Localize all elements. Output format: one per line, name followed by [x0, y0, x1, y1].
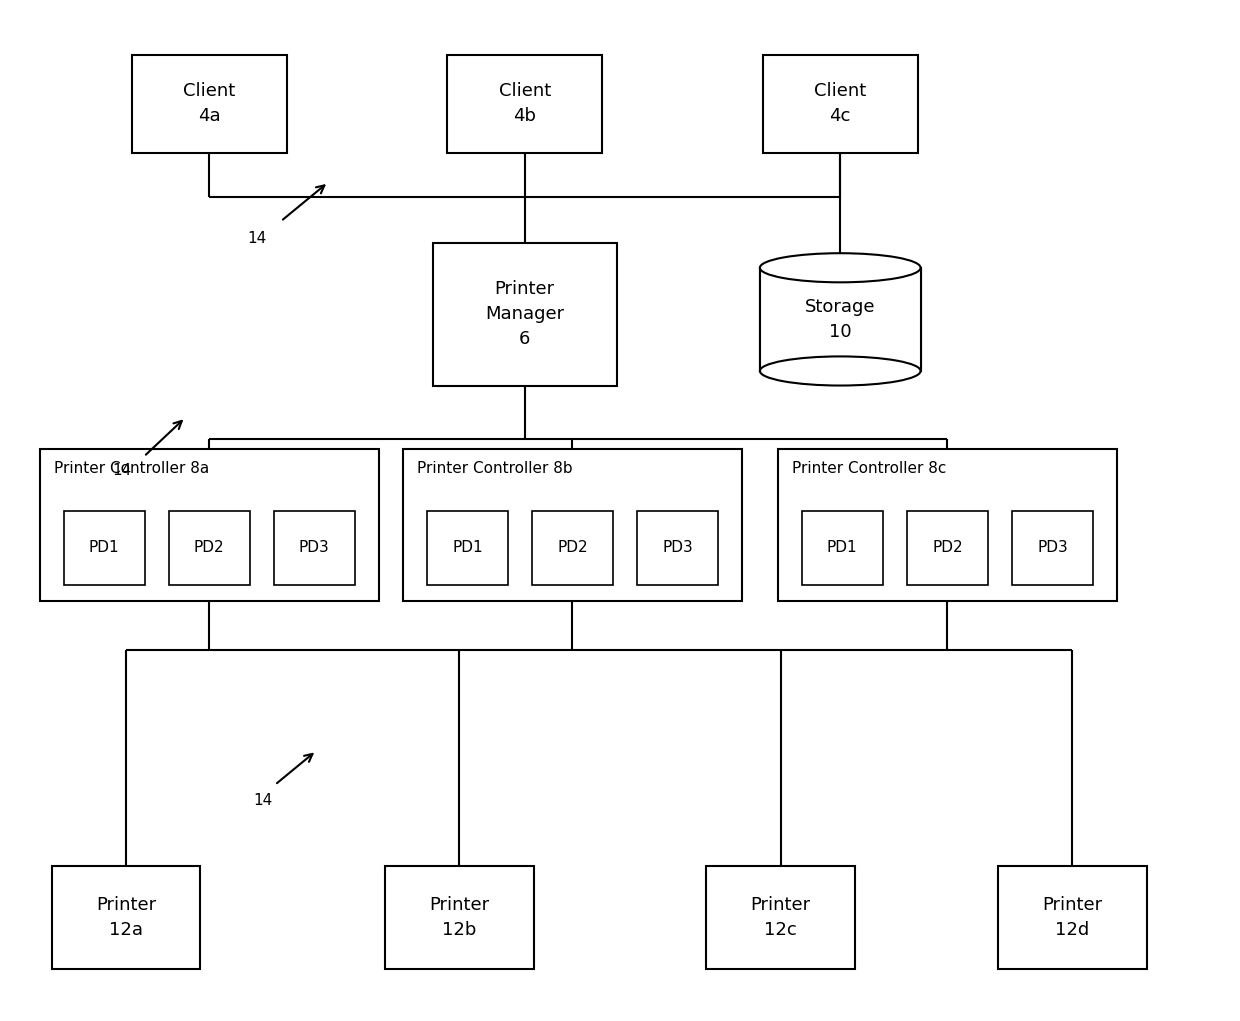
Text: Printer Controller 8b: Printer Controller 8b — [417, 461, 573, 476]
Text: Printer
12d: Printer 12d — [1043, 895, 1102, 938]
Bar — [777, 449, 1117, 601]
Text: 14: 14 — [113, 464, 131, 479]
Bar — [763, 55, 918, 153]
Bar — [532, 512, 613, 585]
Text: 14: 14 — [253, 792, 273, 808]
Bar — [131, 55, 286, 153]
Text: PD2: PD2 — [932, 540, 962, 555]
Bar — [1012, 512, 1092, 585]
Text: Printer Controller 8a: Printer Controller 8a — [55, 461, 210, 476]
Bar — [637, 512, 718, 585]
Bar — [52, 866, 201, 969]
Bar — [40, 449, 379, 601]
Text: PD3: PD3 — [662, 540, 693, 555]
Bar — [906, 512, 988, 585]
Text: PD2: PD2 — [557, 540, 588, 555]
Bar — [998, 866, 1147, 969]
Text: PD1: PD1 — [827, 540, 858, 555]
Text: 14: 14 — [247, 231, 267, 246]
Ellipse shape — [760, 253, 920, 283]
Bar — [63, 512, 145, 585]
Text: Client
4b: Client 4b — [498, 83, 551, 126]
Bar — [169, 512, 249, 585]
Text: PD3: PD3 — [299, 540, 330, 555]
Text: PD1: PD1 — [453, 540, 482, 555]
Text: Printer
12c: Printer 12c — [750, 895, 811, 938]
Text: PD2: PD2 — [193, 540, 224, 555]
Bar — [274, 512, 355, 585]
Bar — [448, 55, 603, 153]
Text: Client
4a: Client 4a — [184, 83, 236, 126]
Text: Storage
10: Storage 10 — [805, 298, 875, 341]
Bar — [802, 512, 883, 585]
Ellipse shape — [760, 356, 920, 386]
Text: Printer
Manager
6: Printer Manager 6 — [485, 281, 564, 348]
Bar — [433, 243, 618, 386]
Bar — [384, 866, 533, 969]
Bar — [707, 866, 856, 969]
Bar — [403, 449, 742, 601]
Text: Printer
12a: Printer 12a — [95, 895, 156, 938]
Text: Printer
12b: Printer 12b — [429, 895, 490, 938]
Polygon shape — [760, 268, 920, 371]
Bar — [427, 512, 508, 585]
Text: Printer Controller 8c: Printer Controller 8c — [792, 461, 946, 476]
Text: PD1: PD1 — [89, 540, 119, 555]
Text: Client
4c: Client 4c — [815, 83, 867, 126]
Text: PD3: PD3 — [1037, 540, 1068, 555]
